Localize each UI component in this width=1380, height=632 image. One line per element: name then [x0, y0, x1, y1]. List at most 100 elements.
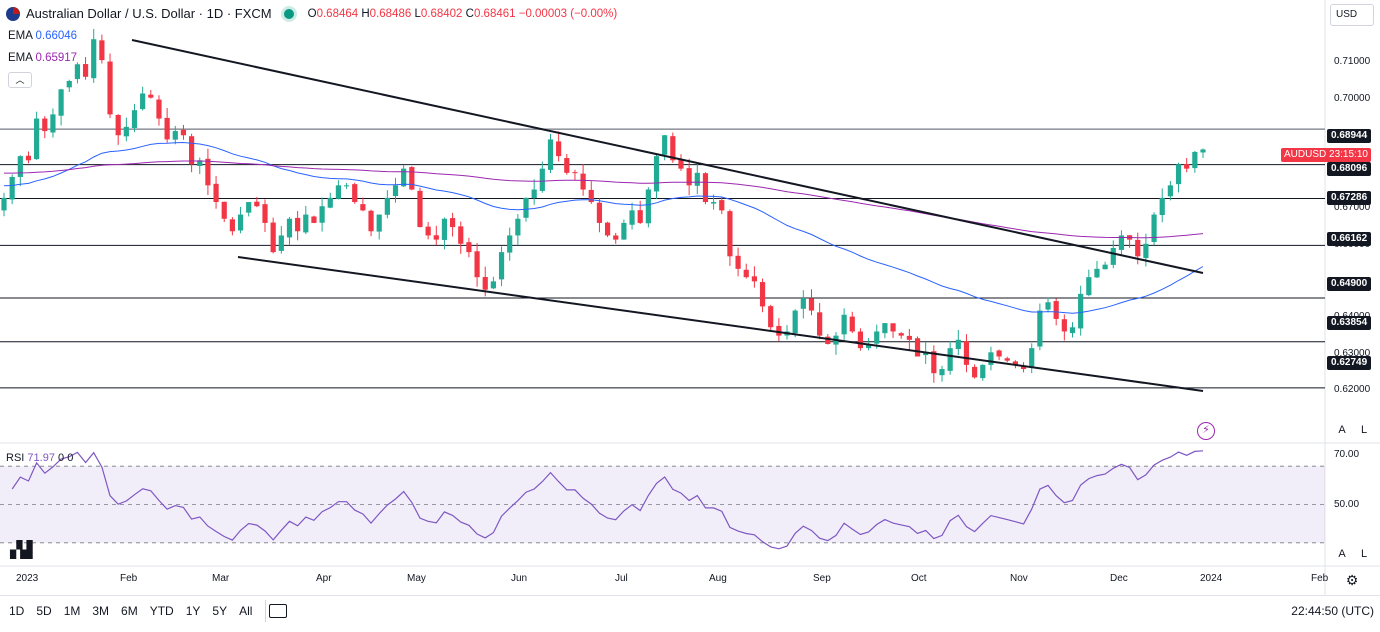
- candle-body: [1102, 264, 1108, 270]
- candle-body: [898, 333, 904, 336]
- level-tag: 0.68096: [1327, 162, 1372, 176]
- candle-body: [1135, 239, 1141, 257]
- candle-body: [433, 235, 439, 240]
- candle-body: [1184, 164, 1190, 169]
- candle-body: [1143, 243, 1149, 259]
- chevron-up-icon: ︿: [15, 75, 25, 85]
- candle-body: [123, 126, 129, 137]
- candle-body: [270, 222, 276, 253]
- range-5y-button[interactable]: 5Y: [212, 603, 228, 618]
- candle-body: [303, 214, 309, 233]
- ema-fast-line: [3, 141, 1204, 314]
- candle-body: [458, 226, 464, 244]
- candle-body: [931, 351, 937, 374]
- candle-body: [572, 172, 578, 174]
- symbol-price-tag: AUDUSD 23:15:10: [1281, 148, 1371, 162]
- rsi-legend[interactable]: RSI 71.97 0 0: [6, 452, 74, 464]
- candle-body: [392, 185, 399, 197]
- candle-body: [507, 235, 513, 253]
- candle-body: [107, 61, 113, 115]
- candle-body: [50, 114, 56, 133]
- candle-body: [531, 189, 537, 199]
- candle-body: [384, 197, 390, 215]
- candle-body: [596, 202, 603, 223]
- lightning-icon[interactable]: ⚡: [1197, 422, 1215, 440]
- candle-body: [441, 218, 448, 240]
- candle-body: [988, 352, 994, 365]
- collapse-legend-button[interactable]: ︿: [8, 72, 32, 88]
- candle-body: [670, 136, 676, 161]
- settings-gear-icon[interactable]: ⚙: [1345, 572, 1359, 588]
- rsi-log-scale-button[interactable]: L: [1360, 548, 1368, 560]
- candle-body: [735, 255, 741, 269]
- symbol-title[interactable]: Australian Dollar / U.S. Dollar · 1D · F…: [26, 6, 272, 21]
- candle-body: [425, 226, 431, 236]
- time-label: Nov: [1010, 573, 1028, 584]
- candle-body: [99, 40, 105, 61]
- candle-body: [246, 202, 252, 213]
- ema-slow-legend[interactable]: EMA 0.65917: [8, 52, 78, 64]
- market-status-icon[interactable]: [283, 8, 294, 19]
- candle-body: [841, 314, 847, 335]
- range-1y-button[interactable]: 1Y: [185, 603, 201, 618]
- candle-body: [1175, 164, 1182, 185]
- rsi-band: [0, 466, 1325, 543]
- log-scale-button[interactable]: L: [1360, 424, 1368, 436]
- rsi-tick: 50.00: [1334, 499, 1360, 510]
- candle-body: [1037, 310, 1043, 347]
- range-ytd-button[interactable]: YTD: [149, 603, 174, 618]
- candle-body: [613, 235, 619, 240]
- symbol-legend: Australian Dollar / U.S. Dollar · 1D · F…: [6, 6, 617, 21]
- candle-body: [1159, 197, 1165, 216]
- candle-body: [808, 298, 815, 311]
- candle-body: [360, 204, 366, 211]
- utc-clock[interactable]: 22:44:50 (UTC): [1291, 604, 1374, 618]
- range-1m-button[interactable]: 1M: [63, 603, 81, 618]
- time-label: Oct: [911, 573, 927, 584]
- range-3m-button[interactable]: 3M: [92, 603, 110, 618]
- candle-body: [180, 129, 187, 136]
- candle-body: [221, 201, 227, 219]
- candle-body: [515, 218, 521, 236]
- candle-body: [768, 306, 774, 328]
- candle-body: [711, 202, 717, 204]
- price-tick: 0.70000: [1334, 93, 1371, 104]
- candle-body: [776, 325, 782, 336]
- rsi-auto-scale-button[interactable]: A: [1338, 548, 1346, 560]
- candle-body: [547, 139, 554, 170]
- range-all-button[interactable]: All: [239, 603, 253, 618]
- candle-body: [172, 131, 178, 140]
- candle-body: [539, 168, 545, 191]
- range-5d-button[interactable]: 5D: [36, 603, 52, 618]
- candle-body: [629, 210, 635, 225]
- calendar-icon[interactable]: [265, 599, 288, 622]
- candle-body: [34, 118, 40, 160]
- candle-body: [490, 281, 496, 289]
- candle-body: [800, 298, 806, 309]
- currency-selector[interactable]: USD: [1330, 4, 1374, 26]
- candle-body: [1020, 366, 1027, 370]
- candle-body: [719, 200, 725, 211]
- candle-body: [164, 117, 170, 140]
- ema-fast-legend[interactable]: EMA 0.66046: [8, 30, 78, 42]
- candle-body: [140, 93, 146, 110]
- candle-body: [857, 331, 864, 349]
- candle-body: [792, 310, 798, 334]
- range-6m-button[interactable]: 6M: [121, 603, 138, 618]
- time-label: Mar: [212, 573, 230, 584]
- level-tag: 0.66162: [1327, 232, 1372, 246]
- candle-body: [906, 335, 912, 340]
- candle-body: [343, 185, 350, 187]
- time-label: Sep: [813, 573, 831, 584]
- range-1d-button[interactable]: 1D: [9, 603, 25, 618]
- auto-scale-button[interactable]: A: [1338, 424, 1346, 436]
- price-tick: 0.63000: [1334, 348, 1371, 359]
- upper-trendline: [131, 39, 1204, 274]
- aud-flag-icon: [6, 6, 20, 21]
- price-tick: 0.71000: [1334, 56, 1371, 67]
- candle-body: [9, 176, 15, 200]
- candle-body: [865, 343, 872, 349]
- candle-body: [409, 167, 415, 190]
- candle-body: [115, 114, 121, 136]
